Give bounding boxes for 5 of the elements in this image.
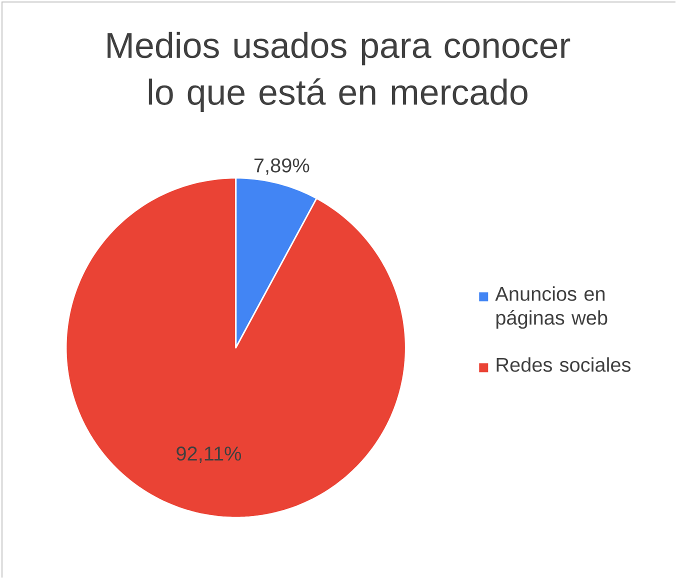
legend-label: Anuncios en páginas web <box>495 286 608 329</box>
data-label: 7,89% <box>254 158 310 175</box>
chart-title: Medios usados para conocer lo que está en mercado <box>108 32 570 112</box>
data-label: 92,11% <box>176 446 242 463</box>
legend-label: Redes sociales <box>496 357 631 372</box>
